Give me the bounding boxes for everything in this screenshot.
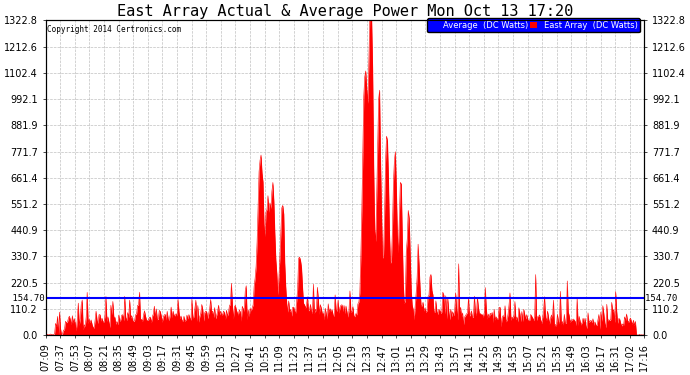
Text: 154.70: 154.70 — [8, 294, 45, 303]
Title: East Array Actual & Average Power Mon Oct 13 17:20: East Array Actual & Average Power Mon Oc… — [117, 4, 573, 19]
Text: 154.70: 154.70 — [645, 294, 682, 303]
Text: Copyright 2014 Certronics.com: Copyright 2014 Certronics.com — [47, 25, 181, 34]
Legend: Average  (DC Watts), East Array  (DC Watts): Average (DC Watts), East Array (DC Watts… — [427, 18, 640, 32]
